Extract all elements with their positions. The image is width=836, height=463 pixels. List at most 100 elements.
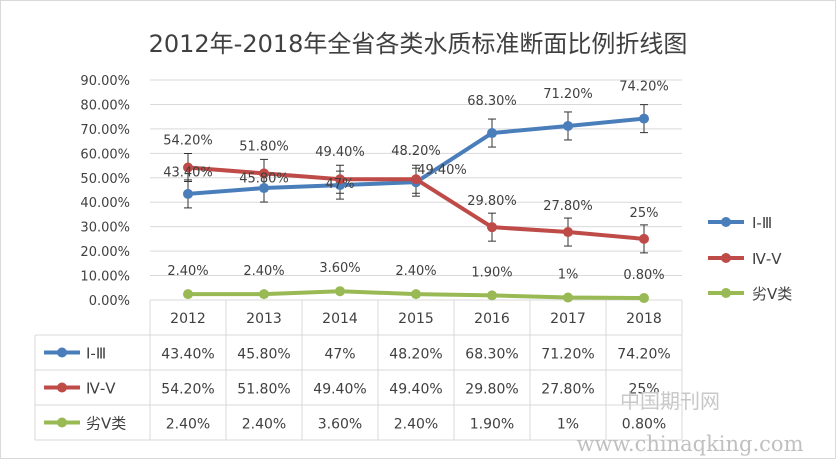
y-tick-label: 70.00%	[80, 123, 130, 138]
data-label: 71.20%	[543, 87, 593, 102]
table-cell: 1%	[557, 417, 579, 433]
series-lines	[183, 113, 649, 304]
data-point	[487, 128, 497, 139]
legend-marker	[721, 288, 731, 298]
table-cell: 74.20%	[617, 347, 670, 363]
data-label: 27.80%	[543, 199, 593, 214]
data-label: 2.40%	[243, 264, 284, 279]
y-axis-ticks: 0.00% 10.00% 20.00% 30.00% 40.00% 50.00% 60.00…	[80, 74, 130, 309]
data-point	[335, 174, 345, 185]
y-tick-label: 90.00%	[80, 74, 130, 89]
y-tick-label: 0.00%	[89, 294, 130, 309]
x-tick-label: 2015	[398, 311, 434, 327]
table-cell: 27.80%	[541, 382, 594, 398]
data-point	[563, 227, 573, 238]
legend: Ⅰ-Ⅲ Ⅳ-Ⅴ 劣Ⅴ类	[708, 214, 792, 303]
y-tick-label: 40.00%	[80, 196, 130, 211]
table-cell: 43.40%	[161, 347, 214, 363]
data-label: 0.80%	[623, 268, 664, 283]
table-cell: 47%	[324, 347, 355, 363]
data-label: 47%	[326, 177, 355, 192]
data-point	[411, 174, 421, 185]
table-cell: 45.80%	[237, 347, 290, 363]
x-tick-label: 2017	[550, 311, 586, 327]
data-label: 45.80%	[239, 171, 289, 186]
legend-label: Ⅰ-Ⅲ	[752, 214, 772, 232]
data-label: 68.30%	[467, 94, 517, 109]
y-tick-label: 10.00%	[80, 270, 130, 285]
table-series-name: Ⅳ-Ⅴ	[86, 380, 116, 398]
table-cell: 0.80%	[622, 417, 666, 433]
x-tick-label: 2016	[474, 311, 510, 327]
y-tick-label: 50.00%	[80, 172, 130, 187]
legend-marker	[721, 217, 731, 227]
x-tick-label: 2012	[170, 311, 206, 327]
table-cell: 51.80%	[237, 382, 290, 398]
data-point	[639, 293, 649, 304]
table-cell: 25%	[628, 382, 659, 398]
data-point	[335, 286, 345, 297]
data-label: 25%	[630, 206, 659, 221]
table-cell: 29.80%	[465, 382, 518, 398]
data-label: 49.40%	[315, 145, 365, 160]
data-point	[259, 183, 269, 194]
table-cell: 3.60%	[318, 417, 362, 433]
table-cell: 54.20%	[161, 382, 214, 398]
legend-label: Ⅳ-Ⅴ	[752, 250, 782, 268]
data-label: 1.90%	[471, 265, 512, 280]
data-label: 2.40%	[167, 264, 208, 279]
data-label: 2.40%	[395, 264, 436, 279]
gridlines	[150, 79, 682, 277]
data-label: 1%	[558, 268, 579, 283]
data-label: 49.40%	[417, 163, 467, 178]
table-cell: 49.40%	[389, 382, 442, 398]
data-point	[259, 289, 269, 300]
data-point	[183, 162, 193, 173]
table-cell: 71.20%	[541, 347, 594, 363]
table-cell: 2.40%	[242, 417, 286, 433]
x-tick-label: 2018	[626, 311, 662, 327]
y-tick-label: 80.00%	[80, 98, 130, 113]
data-point	[487, 290, 497, 301]
data-table: 2012 2013 2014 2015 2016 2017 2018 Ⅰ-Ⅲ 43.40% 45.…	[34, 299, 683, 441]
watermark-line2: www.chinaqking.com	[576, 432, 803, 456]
y-tick-label: 60.00%	[80, 147, 130, 162]
data-label: 29.80%	[467, 194, 517, 209]
y-tick-label: 30.00%	[80, 221, 130, 236]
data-point	[259, 168, 269, 179]
table-cell: 2.40%	[394, 417, 438, 433]
legend-label: 劣Ⅴ类	[752, 285, 792, 303]
data-point	[639, 113, 649, 124]
table-legend-marker	[57, 347, 67, 358]
chart-title: 2012年-2018年全省各类水质标准断面比例折线图	[149, 30, 688, 58]
table-series-name: 劣Ⅴ类	[86, 415, 126, 433]
table-series-name: Ⅰ-Ⅲ	[86, 345, 106, 363]
y-tick-label: 20.00%	[80, 245, 130, 260]
data-label: 51.80%	[239, 139, 289, 154]
data-point	[639, 233, 649, 244]
table-cell: 48.20%	[389, 347, 442, 363]
table-cell: 49.40%	[313, 382, 366, 398]
table-cell: 68.30%	[465, 347, 518, 363]
data-point	[563, 120, 573, 131]
table-legend-marker	[57, 417, 67, 428]
data-point	[411, 289, 421, 300]
data-point	[183, 188, 193, 199]
data-point	[487, 222, 497, 233]
table-legend-marker	[57, 382, 67, 393]
data-label: 43.40%	[163, 166, 213, 181]
data-point	[183, 289, 193, 300]
data-label: 54.20%	[163, 134, 213, 149]
watermark-line1: 中国期刊网	[620, 389, 720, 413]
data-label: 3.60%	[319, 261, 360, 276]
x-tick-label: 2014	[322, 311, 358, 327]
data-point	[563, 292, 573, 303]
legend-marker	[721, 253, 731, 263]
table-cell: 1.90%	[470, 417, 514, 433]
data-labels: 43.40% 54.20% 2.40% 45.80% 51.80% 2.40% 47% 49.…	[163, 80, 669, 283]
data-label: 74.20%	[619, 80, 669, 95]
data-label: 48.20%	[391, 144, 441, 159]
